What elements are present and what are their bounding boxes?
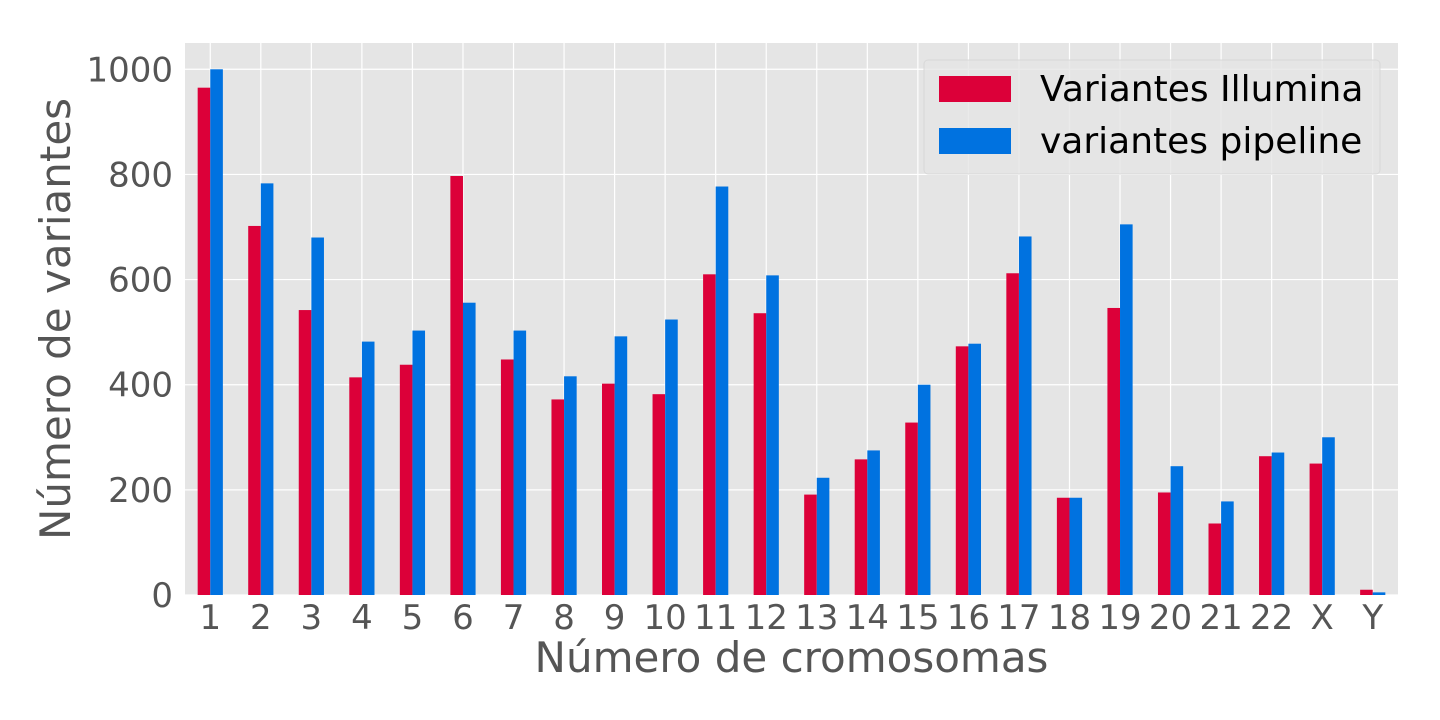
bar-pipeline-19	[1120, 224, 1133, 595]
bar-illumina-3	[298, 310, 312, 595]
bar-pipeline-18	[1069, 497, 1083, 595]
legend: Variantes Illumina variantes pipeline	[923, 59, 1381, 175]
bars	[197, 69, 1386, 596]
x-tick-label: 4	[351, 598, 373, 638]
bar-illumina-4	[349, 377, 362, 595]
bar-pipeline-X	[1322, 437, 1335, 595]
x-tick-label: 22	[1250, 598, 1293, 638]
bar-pipeline-22	[1271, 452, 1285, 595]
x-tick-labels: 1 2 3 4 5 6 7 8 9 10 11 12 13 14 15 16 17 18 19 20 21 22 X Y	[199, 598, 1383, 638]
legend-label-illumina: Variantes Illumina	[1040, 69, 1363, 110]
x-tick-label: 13	[795, 598, 838, 638]
bar-illumina-12	[753, 313, 767, 595]
bar-pipeline-13	[816, 477, 830, 595]
bar-illumina-6	[450, 176, 463, 595]
bar-illumina-1	[197, 87, 211, 595]
legend-swatch-pipeline	[939, 128, 1011, 154]
bar-pipeline-15	[917, 384, 931, 595]
bar-illumina-2	[248, 225, 261, 595]
bar-pipeline-5	[412, 330, 426, 595]
bar-illumina-5	[399, 364, 413, 595]
x-tick-label: 11	[694, 598, 737, 638]
x-tick-label: 7	[503, 598, 525, 638]
bar-illumina-9	[602, 383, 615, 595]
bar-illumina-16	[955, 346, 969, 595]
bar-pipeline-2	[260, 183, 274, 595]
x-tick-label: 16	[947, 598, 990, 638]
x-tick-label: 5	[402, 598, 424, 638]
x-tick-label: 1	[199, 598, 221, 638]
x-tick-label: 3	[301, 598, 323, 638]
bar-pipeline-7	[513, 330, 527, 595]
legend-box	[923, 59, 1381, 175]
bar-illumina-14	[854, 459, 868, 595]
bar-pipeline-12	[766, 275, 779, 595]
y-tick-labels: 0 200 400 600 800 1000	[86, 50, 173, 616]
bar-pipeline-9	[614, 336, 628, 595]
x-tick-label: 17	[997, 598, 1040, 638]
x-tick-label: 18	[1048, 598, 1091, 638]
bar-pipeline-21	[1221, 501, 1234, 595]
x-tick-label: 19	[1098, 598, 1141, 638]
y-tick-label: 400	[108, 366, 173, 406]
x-tick-label: 6	[452, 598, 474, 638]
bar-illumina-Y	[1360, 589, 1373, 595]
y-tick-label: 800	[108, 155, 173, 195]
bar-pipeline-10	[665, 319, 678, 595]
bar-pipeline-4	[361, 341, 375, 595]
x-tick-label: 2	[250, 598, 272, 638]
x-tick-label: 8	[553, 598, 575, 638]
x-tick-label: 21	[1199, 598, 1242, 638]
bar-illumina-15	[905, 422, 918, 595]
bar-pipeline-1	[210, 69, 223, 596]
x-tick-label: 9	[604, 598, 626, 638]
bar-illumina-8	[551, 399, 565, 595]
bar-pipeline-6	[462, 302, 476, 595]
bar-pipeline-17	[1018, 236, 1032, 595]
x-tick-label: X	[1311, 598, 1334, 638]
y-axis-title: Número de variantes	[31, 98, 80, 540]
y-tick-label: 200	[108, 471, 173, 511]
bar-illumina-X	[1309, 463, 1323, 595]
bar-illumina-7	[500, 359, 514, 595]
x-tick-label: Y	[1361, 598, 1383, 638]
x-tick-label: 10	[644, 598, 687, 638]
bar-pipeline-16	[968, 343, 981, 595]
bar-pipeline-8	[564, 376, 577, 595]
x-tick-label: 12	[745, 598, 788, 638]
x-tick-label: 14	[846, 598, 889, 638]
bar-illumina-10	[652, 394, 666, 595]
x-tick-label: 15	[896, 598, 939, 638]
bar-illumina-19	[1107, 307, 1121, 595]
bar-illumina-18	[1056, 497, 1070, 595]
bar-illumina-22	[1259, 456, 1272, 595]
y-tick-label: 1000	[86, 50, 173, 90]
bar-pipeline-20	[1170, 466, 1184, 595]
legend-label-pipeline: variantes pipeline	[1040, 121, 1362, 162]
x-axis-title: Número de cromosomas	[535, 633, 1049, 682]
legend-swatch-illumina	[939, 76, 1011, 102]
bar-illumina-21	[1208, 523, 1222, 595]
y-tick-label: 0	[151, 576, 173, 616]
bar-illumina-20	[1157, 492, 1171, 595]
y-tick-label: 600	[108, 261, 173, 301]
bar-pipeline-11	[715, 186, 729, 595]
x-tick-label: 20	[1149, 598, 1192, 638]
bar-illumina-11	[703, 274, 716, 595]
bar-pipeline-14	[867, 450, 880, 595]
bar-illumina-13	[804, 494, 817, 595]
bar-pipeline-Y	[1372, 592, 1386, 595]
bar-illumina-17	[1006, 273, 1019, 595]
bar-pipeline-3	[311, 237, 324, 595]
